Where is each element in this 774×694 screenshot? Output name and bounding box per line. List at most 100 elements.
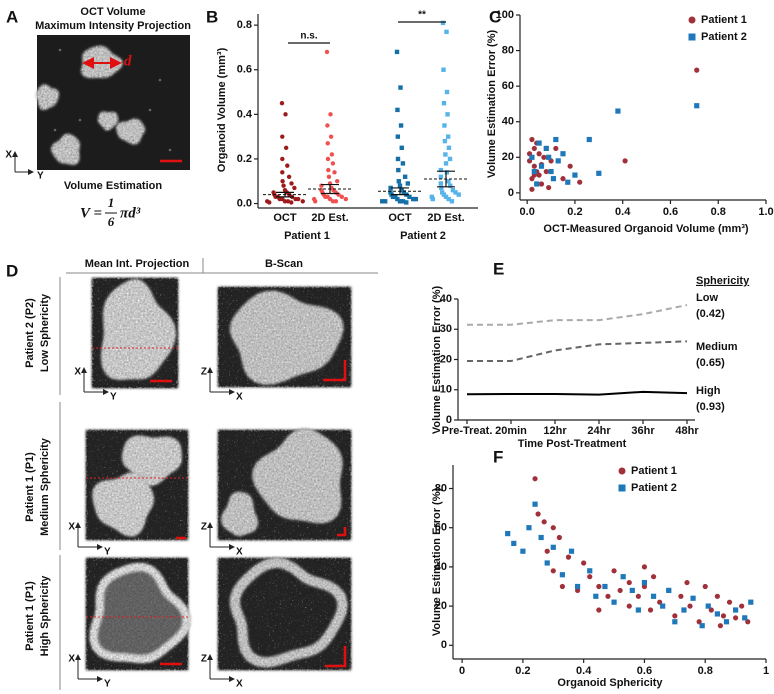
axis-label: Y: [110, 392, 117, 403]
data-point: [615, 108, 621, 114]
data-point: [560, 176, 566, 182]
data-point: [325, 141, 330, 146]
data-point: [334, 179, 340, 184]
y-tick-label: 60: [435, 522, 447, 534]
panel-subtitle: Maximum Intensity Projection: [35, 20, 191, 32]
data-point: [279, 100, 285, 106]
data-point: [450, 187, 456, 193]
data-point: [400, 161, 406, 166]
axis-label: X: [68, 522, 75, 533]
data-point: [672, 619, 678, 625]
y-tick-label: 80: [502, 44, 514, 56]
data-point: [678, 593, 684, 599]
data-point: [553, 136, 559, 143]
data-point: [388, 190, 393, 195]
speck: [58, 48, 62, 52]
legend-label: Patient 1: [701, 14, 747, 26]
y-tick-label: 0.6: [237, 64, 252, 76]
data-point: [532, 476, 538, 482]
data-point: [326, 167, 331, 173]
data-point: [453, 190, 458, 195]
data-point: [443, 152, 448, 157]
data-point: [505, 530, 511, 537]
data-point: [531, 168, 537, 175]
data-point: [441, 100, 447, 106]
y-axis-label: Volume Estimation Error (%): [486, 30, 498, 179]
data-point: [565, 554, 572, 560]
axis-label: X: [236, 392, 243, 403]
x-tick-label: 0.8: [698, 665, 713, 677]
data-point: [324, 49, 330, 55]
data-point: [328, 112, 333, 117]
x-tick-label: 20min: [495, 425, 527, 437]
data-point: [556, 534, 562, 541]
data-point: [285, 199, 291, 204]
data-point: [397, 183, 403, 188]
data-point: [447, 156, 453, 162]
data-point: [733, 607, 739, 613]
y-tick-label: 10: [440, 384, 452, 396]
data-point: [587, 568, 593, 574]
significance-label: n.s.: [300, 31, 317, 42]
speck: [158, 78, 162, 82]
row-label: Patient 2 (P2): [24, 298, 36, 368]
data-point: [568, 548, 575, 554]
y-tick-label: 0: [508, 187, 514, 199]
data-point: [280, 156, 285, 162]
legend-label: Patient 2: [631, 482, 677, 494]
data-point: [283, 112, 288, 117]
data-point: [404, 200, 409, 205]
data-point: [456, 192, 461, 197]
x-tick-label: 1: [763, 665, 769, 677]
data-point: [745, 619, 751, 625]
data-point: [296, 196, 301, 202]
data-point: [280, 134, 285, 139]
axis-label: Z: [201, 367, 207, 378]
axis-label: X: [236, 547, 243, 558]
data-point: [401, 190, 407, 195]
data-point: [696, 619, 702, 625]
data-point: [641, 579, 648, 586]
data-point: [326, 174, 332, 179]
image-row: X Y Z X Patient 2 (P2) Low Sphericity: [24, 277, 351, 403]
data-point: [390, 194, 396, 200]
data-point: [536, 172, 542, 178]
data-point: [565, 179, 571, 185]
formula-denominator: 6: [108, 214, 115, 229]
scale-bar: [325, 646, 347, 668]
data-point: [395, 156, 401, 162]
y-tick-label: 80: [435, 482, 447, 494]
data-point: [330, 161, 336, 166]
data-point: [285, 163, 290, 168]
data-point: [717, 623, 724, 629]
data-point: [596, 583, 602, 590]
x-tick-label: Pre-Treat.: [442, 425, 493, 437]
data-point: [550, 568, 556, 574]
organoid: [51, 133, 80, 165]
x-tick-label: 0: [459, 665, 465, 677]
data-point: [440, 20, 446, 26]
data-point: [548, 168, 554, 175]
y-tick-label: 40: [440, 293, 452, 305]
y-tick-label: 0.2: [237, 153, 252, 165]
data-point: [382, 199, 388, 204]
data-point: [723, 619, 730, 625]
x-tick-label: 0.2: [567, 206, 582, 218]
data-point: [626, 579, 632, 586]
data-point: [400, 199, 406, 204]
speck: [168, 148, 172, 152]
organoid-bscan: [229, 290, 344, 385]
data-point: [602, 583, 608, 590]
data-point: [567, 163, 573, 169]
data-point: [544, 560, 550, 566]
x-tick-label: 0.6: [663, 206, 678, 218]
data-point: [577, 179, 583, 185]
row-label: Low Sphericity: [39, 293, 51, 372]
data-point: [690, 595, 696, 601]
data-point: [660, 603, 666, 609]
data-point: [546, 154, 552, 160]
panel-letter: A: [6, 7, 18, 26]
data-point: [672, 613, 678, 619]
data-point: [538, 181, 545, 187]
image-row: X Y Z X Patient 1 (P1) High Sphericity: [24, 555, 351, 690]
